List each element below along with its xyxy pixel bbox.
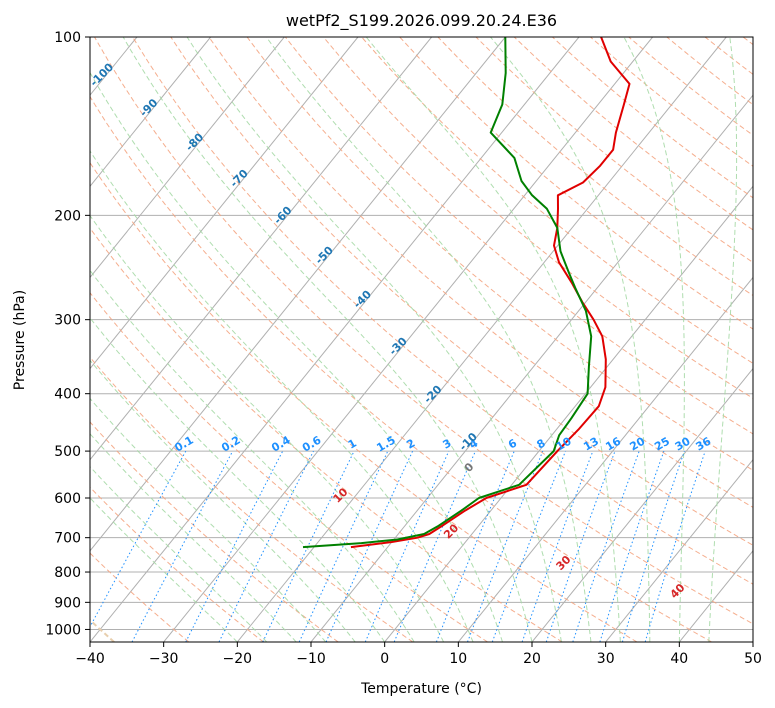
isotherm-line <box>236 37 727 642</box>
moist-adiabat-line <box>90 214 445 642</box>
mixing-ratio-line <box>621 450 685 642</box>
dry-adiabat-line <box>246 37 753 471</box>
moist-adiabat-line <box>623 37 685 642</box>
mixing-ratio-line <box>644 450 706 642</box>
x-tick-label: −20 <box>223 651 253 667</box>
mixing-ratio-line <box>572 450 640 642</box>
y-tick-label: 900 <box>54 595 81 611</box>
moist-adiabat-line <box>122 37 533 642</box>
plot-frame <box>89 36 754 643</box>
mixing-ratio-line <box>131 450 234 642</box>
mixing-ratio-layer <box>90 450 706 642</box>
isotherm-line <box>163 37 654 642</box>
x-tick-label: 40 <box>670 651 688 667</box>
isotherm-line <box>90 37 506 552</box>
dry-adiabat-line <box>170 37 753 546</box>
moist-adiabat-line <box>708 37 738 642</box>
moist-adiabat-line <box>90 466 268 642</box>
x-tick-label: 20 <box>523 651 541 667</box>
isotherm-line <box>90 37 285 279</box>
isotherm-line <box>90 37 433 461</box>
y-tick-label: 200 <box>54 208 81 224</box>
dry-adiabat-line <box>90 486 264 642</box>
moist-adiabat-line <box>490 37 651 642</box>
dry-adiabat-line <box>323 37 753 399</box>
mixing-ratio-line <box>435 450 515 642</box>
chart-title: wetPf2_S199.2026.099.20.24.E36 <box>286 11 557 31</box>
isotherm-line <box>90 37 580 642</box>
mixing-ratio-line <box>521 450 594 642</box>
y-tick-label: 1000 <box>45 622 81 638</box>
x-tick-label: −30 <box>149 651 179 667</box>
y-axis-label: Pressure (hPa) <box>12 290 28 390</box>
y-tick-label: 800 <box>54 565 81 581</box>
dry-adiabat-line <box>94 37 753 625</box>
isotherm-line <box>384 185 753 642</box>
moist-adiabat-line <box>90 497 238 642</box>
dry-adiabat-line <box>361 37 753 364</box>
grid-layer <box>90 37 753 642</box>
mixing-ratio-line <box>545 450 616 642</box>
x-tick-label: −10 <box>296 651 326 667</box>
dry-adiabat-line <box>90 356 414 642</box>
mixing-ratio-line <box>185 450 284 642</box>
mixing-ratio-line <box>491 450 566 642</box>
mixing-ratio-line <box>599 450 665 642</box>
x-axis-label: Temperature (°C) <box>360 681 482 697</box>
isotherm-line <box>457 276 753 642</box>
isotherm-line <box>90 37 212 188</box>
dry-adiabat-line <box>90 227 563 642</box>
moist-adiabat-line <box>265 37 592 642</box>
dry-adiabat-line <box>90 292 488 642</box>
y-tick-label: 700 <box>54 531 81 547</box>
y-tick-label: 600 <box>54 491 81 507</box>
x-tick-label: 0 <box>380 651 389 667</box>
y-tick-label: 400 <box>54 387 81 403</box>
isotherm-line <box>605 458 753 642</box>
dry-adiabat-line <box>90 552 190 642</box>
y-tick-label: 500 <box>54 444 81 460</box>
mixing-ratio-line <box>467 450 544 642</box>
dry-adiabat-line <box>90 95 712 642</box>
mixing-ratio-line <box>364 450 450 642</box>
moist-adiabat-line <box>90 433 297 642</box>
dewpoint-line <box>302 37 593 549</box>
dry-adiabat-line <box>132 37 753 585</box>
dry-adiabat-line <box>208 37 753 508</box>
moist-adiabat-line <box>90 397 327 642</box>
temperature-line <box>350 37 631 549</box>
moist-adiabat-line <box>90 317 386 642</box>
isotherm-line <box>90 37 359 370</box>
moist-adiabat-line <box>90 71 503 642</box>
y-tick-label: 100 <box>54 30 81 46</box>
x-tick-label: 30 <box>597 651 615 667</box>
tick-layer: −40 −30 −20 −10 0 10 20 30 40 50 100 200 300 400 500 60… <box>45 30 762 667</box>
dry-adiabat-line <box>90 161 638 642</box>
x-tick-label: −40 <box>75 651 105 667</box>
moist-adiabat-line <box>90 269 415 642</box>
isotherm-line <box>531 367 753 642</box>
x-tick-label: 10 <box>449 651 467 667</box>
dry-adiabat-line <box>90 421 339 642</box>
mixing-ratio-line <box>393 450 476 642</box>
mixing-ratio-line <box>90 450 187 628</box>
moist-adiabat-line <box>365 37 621 642</box>
mixing-ratio-line <box>218 450 314 642</box>
x-tick-label: 50 <box>744 651 762 667</box>
series-layer <box>302 37 631 549</box>
y-tick-label: 300 <box>54 313 81 329</box>
